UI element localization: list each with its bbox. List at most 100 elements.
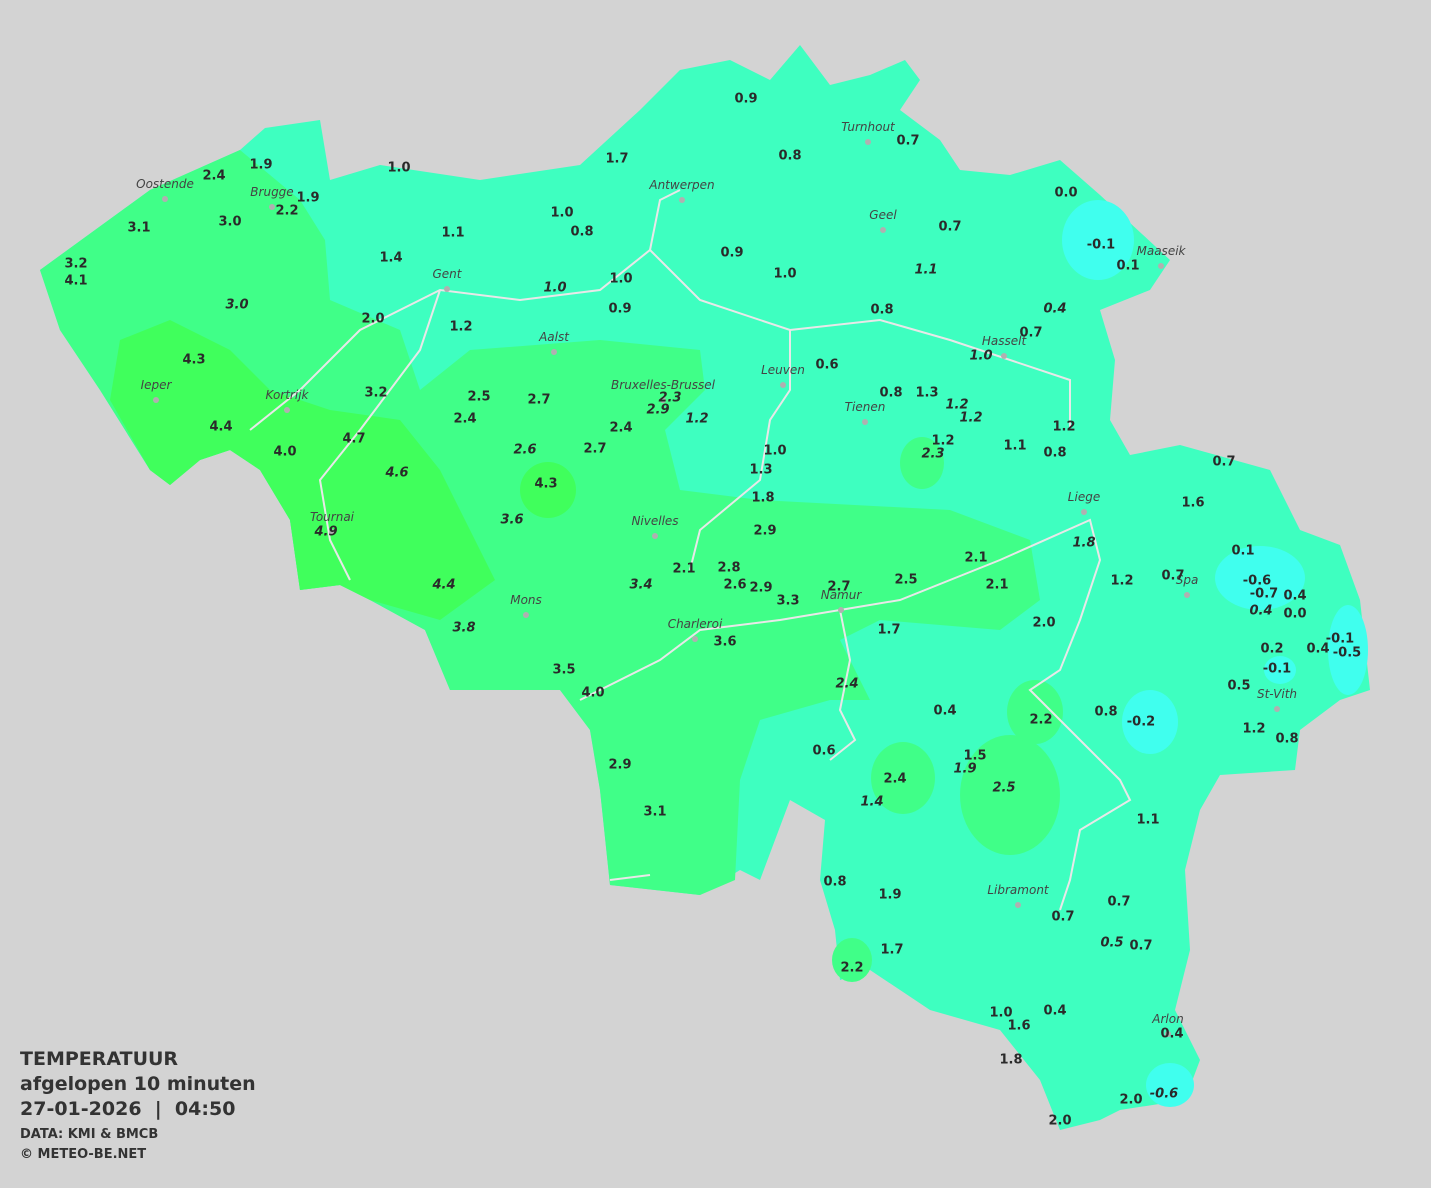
temperature-reading: 0.8 — [778, 149, 801, 164]
cold-spot — [1062, 200, 1134, 280]
city-dot — [444, 286, 450, 292]
temperature-reading: 0.7 — [1129, 939, 1152, 954]
temperature-reading: 0.4 — [1043, 1004, 1066, 1019]
temperature-reading: 2.4 — [883, 772, 906, 787]
temperature-reading: 2.3 — [921, 447, 944, 462]
warmest-zone — [110, 320, 495, 620]
temperature-reading: 4.4 — [431, 578, 455, 593]
city-label: Spa — [1176, 573, 1199, 587]
city-dot — [269, 204, 275, 210]
temperature-reading: 2.6 — [723, 578, 746, 593]
temperature-reading: 2.9 — [749, 581, 772, 596]
temperature-reading: 1.2 — [1110, 574, 1133, 589]
city-label: Geel — [869, 208, 897, 222]
rivers — [249, 189, 1132, 911]
temperature-reading: 0.9 — [734, 92, 757, 107]
temperature-reading: 2.2 — [275, 204, 298, 219]
temperature-reading: 1.0 — [773, 267, 796, 282]
temperature-reading: 4.3 — [182, 353, 205, 368]
city-dot — [523, 612, 529, 618]
warm-spot — [1007, 680, 1063, 744]
temperature-reading: 2.7 — [527, 393, 550, 408]
temperature-reading: 0.0 — [1054, 186, 1077, 201]
temperature-reading: 2.4 — [453, 412, 476, 427]
temperature-reading: 1.0 — [543, 281, 566, 296]
city-label: Brugge — [250, 185, 293, 199]
temperature-reading: 0.7 — [1019, 326, 1042, 341]
temperature-reading: 0.7 — [938, 220, 961, 235]
temperature-reading: 1.0 — [609, 272, 632, 287]
temperature-reading: 3.0 — [218, 215, 241, 230]
temperature-reading: 1.3 — [915, 386, 938, 401]
temperature-reading: 1.0 — [550, 206, 573, 221]
temperature-reading: 0.4 — [1160, 1027, 1183, 1042]
temperature-reading: 0.7 — [1161, 569, 1184, 584]
cold-spot — [1264, 656, 1296, 684]
city-label: Nivelles — [631, 514, 678, 528]
city-label: Hasselt — [982, 334, 1028, 348]
cold-spot — [1146, 1063, 1194, 1107]
temperature-reading: 0.6 — [815, 358, 838, 373]
temperature-reading: 0.7 — [1212, 455, 1235, 470]
temperature-reading: 3.8 — [452, 621, 475, 636]
temperature-reading: -0.6 — [1243, 574, 1271, 589]
temperature-reading: 1.8 — [751, 491, 774, 506]
city-dot — [1274, 706, 1280, 712]
city-dot — [153, 397, 159, 403]
temperature-reading: 4.3 — [534, 477, 557, 492]
city-dot — [692, 636, 698, 642]
temperature-reading: 1.7 — [877, 623, 900, 638]
temperature-reading: 0.8 — [570, 225, 593, 240]
legend-title: TEMPERATUUR — [20, 1048, 178, 1070]
warm-spot — [520, 462, 576, 518]
city-dot — [679, 197, 685, 203]
temperature-reading: 0.7 — [896, 134, 919, 149]
city-dot — [1165, 1031, 1171, 1037]
city-label: Namur — [821, 588, 863, 602]
city-dot — [1184, 592, 1190, 598]
temperature-reading: 1.2 — [1242, 722, 1265, 737]
temperature-reading: 0.9 — [720, 246, 743, 261]
temperature-reading: 2.2 — [1029, 713, 1052, 728]
city-label: Kortrijk — [266, 388, 310, 402]
city-dot — [780, 382, 786, 388]
city-label: Ieper — [141, 378, 173, 392]
warm-spot — [871, 742, 935, 814]
city-label: Arlon — [1151, 1012, 1183, 1026]
temperature-reading: 1.2 — [945, 398, 968, 413]
city-dot — [652, 533, 658, 539]
temperature-reading: 0.6 — [812, 744, 835, 759]
temperature-reading: -0.1 — [1263, 662, 1291, 677]
temperature-reading: 0.1 — [1116, 259, 1139, 274]
temperature-reading: 1.2 — [449, 320, 472, 335]
city-label: St-Vith — [1257, 687, 1297, 701]
city-dot — [862, 419, 868, 425]
temperature-reading: 2.1 — [964, 551, 987, 566]
legend-datetime: 27-01-2026 | 04:50 — [20, 1098, 235, 1120]
temperature-reading: 0.4 — [933, 704, 956, 719]
legend: TEMPERATUUR afgelopen 10 minuten 27-01-2… — [20, 1048, 256, 1162]
temperature-reading: 1.1 — [1003, 439, 1026, 454]
temperature-reading: 0.8 — [823, 875, 846, 890]
temperature-reading: 0.4 — [1283, 589, 1306, 604]
temperature-reading: 1.0 — [387, 161, 410, 176]
temperature-reading: 2.2 — [840, 961, 863, 976]
temperature-reading: 3.1 — [127, 221, 150, 236]
temperature-reading: 2.4 — [835, 677, 858, 692]
temperature-reading: 2.7 — [827, 580, 850, 595]
city-dot — [1158, 263, 1164, 269]
temperature-reading: 1.9 — [953, 762, 976, 777]
city-label: Tienen — [845, 400, 886, 414]
temperature-reading: 4.6 — [384, 466, 408, 481]
city-dot — [551, 349, 557, 355]
temperature-reading: 2.7 — [583, 442, 606, 457]
cold-spot — [1328, 605, 1368, 695]
temperature-reading: 3.3 — [776, 594, 799, 609]
city-label: Antwerpen — [648, 178, 714, 192]
temperature-reading: -0.1 — [1326, 632, 1354, 647]
temperature-reading: 0.8 — [870, 303, 893, 318]
temperature-reading: 1.7 — [605, 152, 628, 167]
temperature-reading: 2.0 — [361, 312, 384, 327]
city-label: Tournai — [310, 510, 355, 524]
city-label: Leuven — [761, 363, 805, 377]
